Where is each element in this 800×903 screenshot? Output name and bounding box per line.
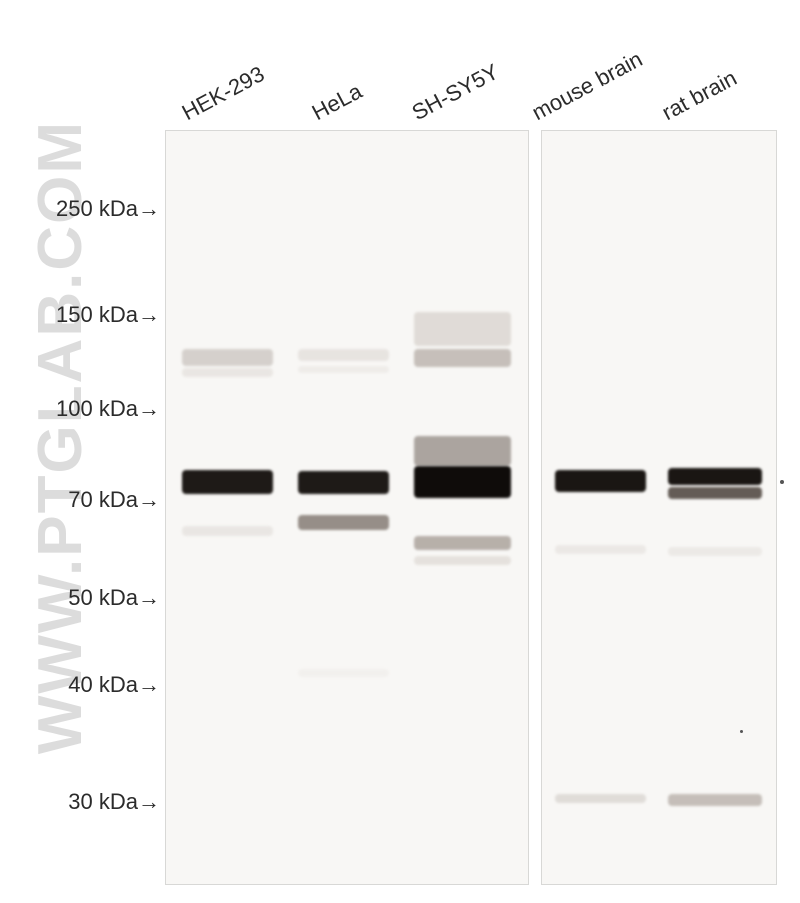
artifact-speck [780, 480, 784, 484]
blot-membranes [165, 130, 785, 885]
mw-label: 250 kDa→ [56, 196, 160, 222]
band [414, 312, 511, 346]
lane-rat [659, 131, 771, 884]
lane-label: rat brain [658, 65, 741, 126]
mw-label: 30 kDa→ [68, 789, 160, 815]
lane-label: HEK-293 [178, 61, 269, 126]
band [668, 794, 762, 806]
band [182, 368, 273, 377]
lane-shsy5y [405, 131, 521, 884]
mw-label: 100 kDa→ [56, 396, 160, 422]
mw-label: 70 kDa→ [68, 487, 160, 513]
band [668, 468, 762, 485]
band [555, 794, 645, 804]
band [182, 526, 273, 536]
band [298, 669, 389, 677]
membrane-left [165, 130, 529, 885]
band [555, 545, 645, 554]
band [182, 470, 273, 494]
band [414, 556, 511, 565]
mw-label: 150 kDa→ [56, 302, 160, 328]
band [298, 515, 389, 530]
band [414, 349, 511, 366]
blot-figure: WWW.PTGLAB.COM 250 kDa→ 150 kDa→ 100 kDa… [0, 0, 800, 903]
lane-mouse [547, 131, 655, 884]
lane-label: HeLa [308, 78, 367, 126]
membrane-right [541, 130, 777, 885]
band [668, 487, 762, 499]
artifact-speck [740, 730, 743, 733]
lane-hek293 [173, 131, 282, 884]
lane-label: mouse brain [528, 46, 647, 126]
mw-label: 40 kDa→ [68, 672, 160, 698]
band [298, 366, 389, 374]
mw-label: 50 kDa→ [68, 585, 160, 611]
band [414, 536, 511, 550]
band [668, 547, 762, 556]
lane-hela [289, 131, 398, 884]
band [298, 471, 389, 494]
band [182, 349, 273, 366]
band [414, 466, 511, 498]
lane-label: SH-SY5Y [408, 59, 503, 126]
band [555, 470, 645, 493]
band [414, 436, 511, 466]
band [298, 349, 389, 361]
